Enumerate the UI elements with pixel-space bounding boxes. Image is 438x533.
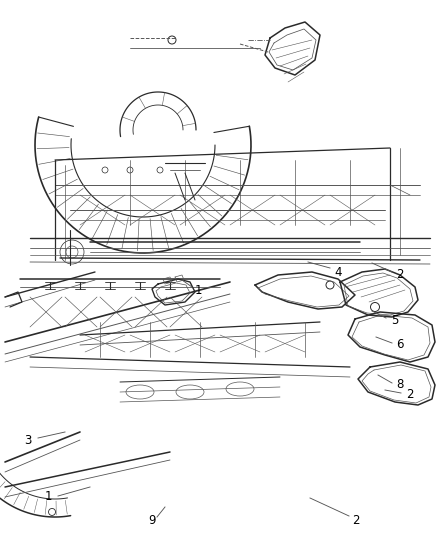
Text: 2: 2 xyxy=(396,269,404,281)
Text: 2: 2 xyxy=(406,389,414,401)
Text: 3: 3 xyxy=(25,433,32,447)
Text: 1: 1 xyxy=(44,490,52,504)
Text: 4: 4 xyxy=(334,265,342,279)
Text: 6: 6 xyxy=(396,338,404,351)
Text: 1: 1 xyxy=(194,284,202,296)
Text: 9: 9 xyxy=(148,514,156,528)
Text: 5: 5 xyxy=(391,313,399,327)
Text: 2: 2 xyxy=(352,513,360,527)
Text: 8: 8 xyxy=(396,378,404,392)
